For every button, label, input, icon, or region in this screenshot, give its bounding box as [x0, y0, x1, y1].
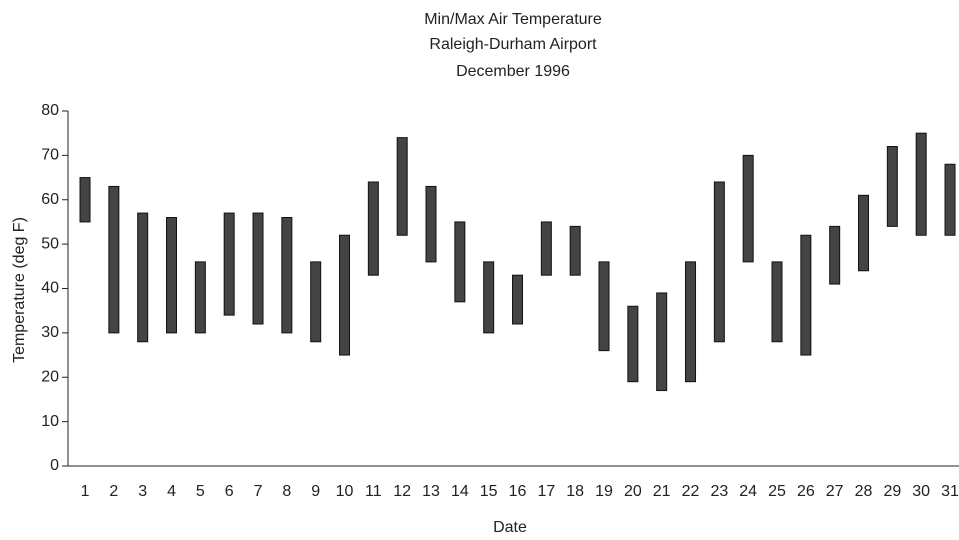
range-bar: [944, 163, 956, 236]
y-tick-label: 40: [41, 280, 59, 297]
x-tick-label: 14: [451, 483, 469, 500]
range-bar: [108, 185, 120, 334]
range-bar: [223, 212, 235, 316]
range-bar: [540, 221, 552, 276]
x-tick-label: 2: [109, 483, 118, 500]
x-tick-label: 27: [826, 483, 844, 500]
y-axis-label: Temperature (deg F): [11, 217, 28, 363]
x-tick-label: 31: [941, 483, 959, 500]
y-tick-label: 70: [41, 147, 59, 164]
range-bar: [281, 217, 293, 334]
y-tick-label: 10: [41, 413, 59, 430]
x-tick-label: 3: [138, 483, 147, 500]
y-tick-label: 60: [41, 191, 59, 208]
range-bar: [569, 225, 581, 276]
x-tick-label: 19: [595, 483, 613, 500]
x-tick-label: 29: [883, 483, 901, 500]
x-tick-label: 15: [480, 483, 498, 500]
x-tick-label: 21: [653, 483, 671, 500]
range-bar: [598, 261, 610, 352]
range-bar: [771, 261, 783, 343]
chart-subtitle: Raleigh-Durham Airport: [429, 36, 597, 53]
range-bar: [137, 212, 149, 343]
x-tick-label: 12: [393, 483, 411, 500]
x-tick-label: 23: [710, 483, 728, 500]
x-tick-label: 13: [422, 483, 440, 500]
range-bar: [252, 212, 264, 325]
range-bar: [310, 261, 322, 343]
range-bar: [800, 234, 812, 356]
range-bar: [915, 132, 927, 236]
range-bar: [367, 181, 379, 276]
range-bar: [454, 221, 466, 303]
range-bar: [713, 181, 725, 343]
range-bar: [194, 261, 206, 334]
range-bar: [742, 154, 754, 263]
x-tick-label: 22: [682, 483, 700, 500]
range-bar: [656, 292, 668, 392]
x-tick-label: 11: [365, 483, 382, 500]
x-tick-label: 18: [566, 483, 584, 500]
chart-subtitle: December 1996: [456, 63, 570, 80]
y-tick-label: 20: [41, 368, 59, 385]
range-bar: [685, 261, 697, 383]
x-tick-label: 9: [311, 483, 320, 500]
x-tick-label: 26: [797, 483, 815, 500]
x-tick-label: 5: [196, 483, 205, 500]
x-tick-label: 16: [509, 483, 527, 500]
x-tick-label: 6: [225, 483, 234, 500]
x-tick-label: 30: [912, 483, 930, 500]
range-bar: [396, 137, 408, 236]
x-tick-label: 25: [768, 483, 786, 500]
x-tick-label: 4: [167, 483, 176, 500]
x-tick-label: 17: [537, 483, 555, 500]
y-tick-label: 0: [50, 457, 59, 474]
chart-title: Min/Max Air Temperature: [424, 11, 602, 28]
range-bar: [166, 217, 178, 334]
y-tick-label: 30: [41, 324, 59, 341]
y-tick-label: 50: [41, 235, 59, 252]
y-tick-label: 80: [41, 102, 59, 119]
range-bar: [79, 177, 91, 223]
range-bar: [483, 261, 495, 334]
range-bar: [339, 234, 351, 356]
x-tick-label: 20: [624, 483, 642, 500]
x-axis-label: Date: [493, 519, 527, 536]
x-tick-label: 10: [336, 483, 354, 500]
range-bar: [425, 185, 437, 263]
range-bar: [858, 194, 870, 272]
range-bar: [512, 274, 524, 325]
range-bar: [829, 225, 841, 285]
x-tick-label: 1: [81, 483, 90, 500]
x-tick-label: 28: [855, 483, 873, 500]
x-tick-label: 7: [254, 483, 263, 500]
x-tick-label: 24: [739, 483, 757, 500]
x-tick-label: 8: [282, 483, 291, 500]
range-bar: [627, 305, 639, 383]
range-bar: [886, 146, 898, 227]
